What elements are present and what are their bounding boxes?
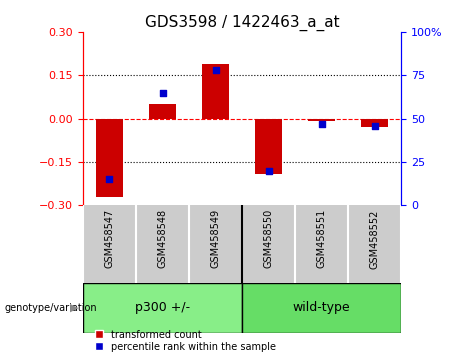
- Bar: [149, 104, 176, 119]
- Text: genotype/variation: genotype/variation: [5, 303, 97, 313]
- Point: [318, 121, 325, 127]
- Text: GSM458552: GSM458552: [370, 209, 379, 269]
- Text: GSM458547: GSM458547: [105, 209, 114, 268]
- Text: GSM458550: GSM458550: [264, 209, 273, 268]
- Point: [159, 90, 166, 96]
- Text: p300 +/-: p300 +/-: [135, 302, 190, 314]
- Point: [371, 123, 378, 129]
- Bar: [255, 119, 282, 173]
- Bar: [308, 119, 335, 121]
- Bar: [96, 119, 123, 197]
- Legend: transformed count, percentile rank within the sample: transformed count, percentile rank withi…: [88, 329, 277, 353]
- Bar: [83, 283, 242, 333]
- Point: [212, 67, 219, 73]
- Text: ▶: ▶: [70, 303, 78, 313]
- Point: [265, 168, 272, 173]
- Bar: [202, 64, 229, 119]
- Bar: [361, 119, 388, 127]
- Bar: [242, 283, 401, 333]
- Text: GSM458549: GSM458549: [211, 209, 220, 268]
- Text: GSM458551: GSM458551: [317, 209, 326, 268]
- Text: wild-type: wild-type: [293, 302, 350, 314]
- Title: GDS3598 / 1422463_a_at: GDS3598 / 1422463_a_at: [145, 14, 339, 30]
- Point: [106, 176, 113, 182]
- Text: GSM458548: GSM458548: [158, 209, 167, 268]
